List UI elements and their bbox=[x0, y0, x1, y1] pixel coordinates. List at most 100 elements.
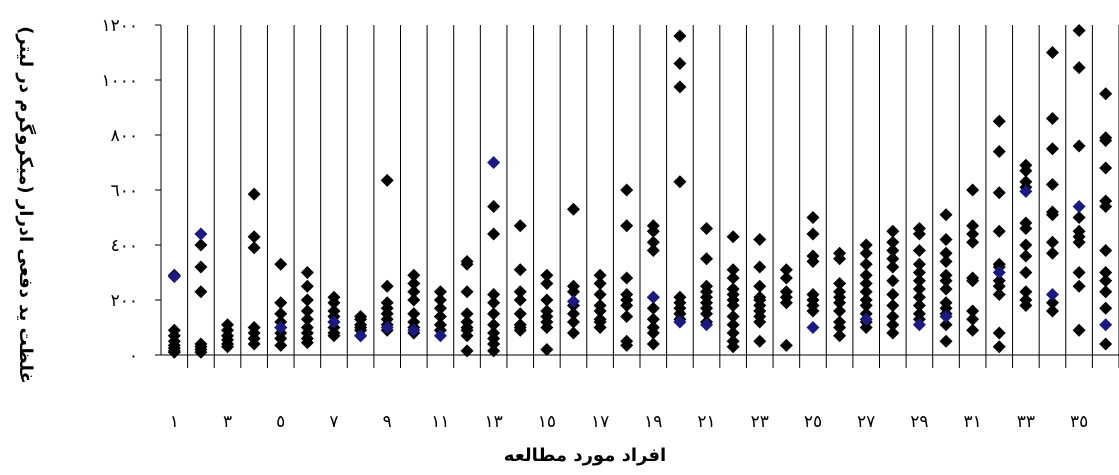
data-point bbox=[487, 288, 501, 301]
data-point bbox=[433, 310, 447, 323]
x-tick-label: ٥ bbox=[276, 412, 285, 432]
data-point bbox=[646, 326, 660, 340]
data-point bbox=[194, 238, 208, 252]
data-point bbox=[620, 299, 634, 312]
data-point-highlight bbox=[566, 294, 580, 308]
y-tick-label: ١٠٠٠ bbox=[101, 71, 138, 91]
data-point bbox=[620, 271, 634, 285]
y-tick-label: ٢٠٠ bbox=[111, 291, 138, 311]
data-point bbox=[593, 288, 607, 301]
data-point bbox=[939, 255, 953, 268]
data-point bbox=[939, 318, 953, 332]
data-point bbox=[939, 246, 953, 260]
x-tick-label: ٢٩ bbox=[910, 412, 928, 432]
data-point bbox=[939, 274, 953, 288]
y-tick-label: ٦٠٠ bbox=[111, 181, 138, 201]
data-point bbox=[1045, 296, 1059, 310]
x-tick-label: ١١ bbox=[431, 412, 449, 432]
data-point bbox=[1045, 208, 1059, 222]
data-point bbox=[460, 257, 474, 271]
x-tick-label: ١ bbox=[170, 412, 179, 432]
data-point bbox=[833, 252, 847, 266]
data-point bbox=[487, 318, 501, 332]
data-point bbox=[992, 145, 1006, 158]
data-point bbox=[407, 307, 421, 321]
x-tick-labels: ١ ٣ ٥ ٧ ٩ ١١ ١٣ ١٥ ١٧ ١٩ ٢١ ٢٣ ٢٥ ٢٧ ٢٩ ٣١ ٣٣ ٣٥ bbox=[170, 412, 1088, 432]
data-point bbox=[859, 268, 873, 282]
data-point bbox=[274, 307, 288, 321]
data-point bbox=[1072, 323, 1086, 337]
data-point bbox=[274, 332, 288, 345]
data-point bbox=[1072, 61, 1086, 75]
data-point bbox=[1045, 304, 1059, 318]
data-point bbox=[460, 307, 474, 321]
data-point bbox=[753, 279, 767, 293]
data-point bbox=[1019, 164, 1033, 178]
data-point bbox=[966, 312, 980, 326]
data-point bbox=[886, 288, 900, 301]
data-point bbox=[1099, 337, 1113, 351]
data-point bbox=[886, 274, 900, 288]
data-point bbox=[1072, 266, 1086, 279]
data-point bbox=[833, 329, 847, 343]
data-point-highlight bbox=[700, 318, 714, 332]
y-tick-label: ٠ bbox=[129, 346, 138, 366]
data-point bbox=[753, 233, 767, 246]
data-point bbox=[566, 202, 580, 216]
data-point bbox=[726, 230, 740, 244]
data-point bbox=[540, 321, 554, 334]
data-point bbox=[673, 29, 687, 43]
data-point bbox=[380, 279, 394, 293]
data-point bbox=[912, 274, 926, 288]
data-point bbox=[513, 307, 527, 321]
data-point bbox=[700, 222, 714, 235]
x-axis-label: افراد مورد مطالعه bbox=[504, 445, 666, 466]
data-point bbox=[646, 337, 660, 351]
data-point-highlight bbox=[912, 318, 926, 332]
data-point bbox=[300, 279, 314, 293]
data-point bbox=[992, 326, 1006, 340]
data-point bbox=[886, 318, 900, 332]
data-point bbox=[806, 227, 820, 241]
data-point-highlight bbox=[167, 270, 181, 284]
data-point bbox=[726, 340, 740, 354]
data-point bbox=[1019, 285, 1033, 299]
data-point bbox=[992, 186, 1006, 200]
data-point bbox=[593, 321, 607, 334]
data-point bbox=[540, 277, 554, 290]
data-point bbox=[460, 344, 474, 358]
x-tick-label: ٢١ bbox=[697, 412, 715, 432]
data-point-highlight bbox=[992, 266, 1006, 279]
data-point bbox=[966, 304, 980, 318]
data-point bbox=[1045, 142, 1059, 156]
data-point bbox=[912, 227, 926, 241]
data-point bbox=[859, 238, 873, 252]
data-point bbox=[620, 338, 634, 352]
data-point bbox=[886, 224, 900, 238]
data-point bbox=[274, 296, 288, 310]
y-tick-label: ١٢٠٠ bbox=[101, 16, 138, 36]
data-point bbox=[992, 279, 1006, 293]
data-point-highlight bbox=[433, 329, 447, 343]
data-point bbox=[540, 268, 554, 282]
data-point bbox=[487, 344, 501, 358]
data-point bbox=[300, 266, 314, 279]
data-point bbox=[566, 326, 580, 340]
data-point bbox=[859, 277, 873, 290]
data-point bbox=[1045, 235, 1059, 249]
y-axis bbox=[155, 24, 162, 356]
data-point bbox=[753, 315, 767, 329]
data-point bbox=[513, 323, 527, 337]
data-point bbox=[912, 257, 926, 271]
x-tick-label: ٢٧ bbox=[857, 412, 875, 432]
data-point bbox=[912, 290, 926, 304]
data-point bbox=[726, 310, 740, 323]
data-point-highlight bbox=[806, 321, 820, 334]
data-point bbox=[1072, 139, 1086, 153]
data-point bbox=[779, 338, 793, 352]
data-point-highlight bbox=[939, 310, 953, 323]
data-point bbox=[939, 282, 953, 296]
data-point bbox=[859, 285, 873, 299]
data-point bbox=[380, 173, 394, 187]
data-points bbox=[167, 24, 1113, 359]
